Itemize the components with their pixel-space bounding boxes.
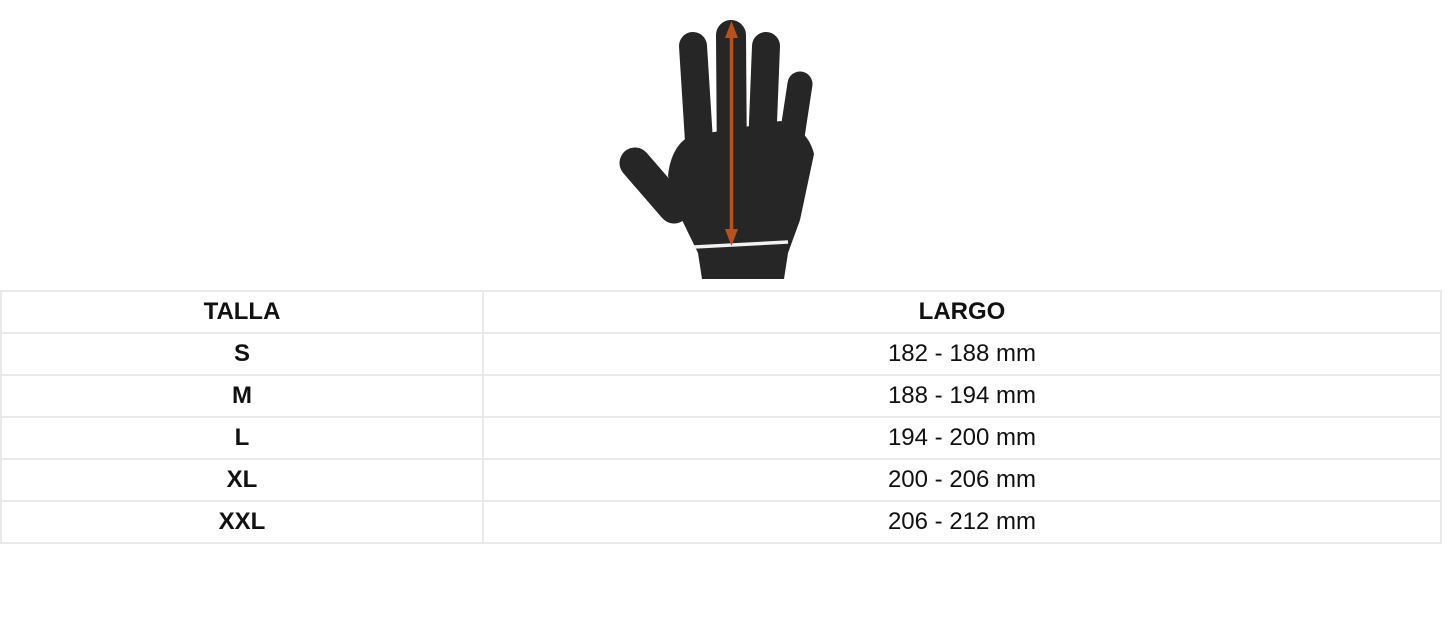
length-cell: 194 - 200 mm [482,416,1442,460]
size-row-s: S 182 - 188 mm [0,332,1442,376]
size-table: TALLA LARGO S 182 - 188 mm M 188 - 194 m… [0,290,1442,544]
cuff-line [693,240,789,249]
size-row-m: M 188 - 194 mm [0,374,1442,418]
size-cell: S [0,332,484,376]
size-table-header-row: TALLA LARGO [0,290,1442,334]
size-row-xxl: XXL 206 - 212 mm [0,500,1442,544]
length-cell: 206 - 212 mm [482,500,1442,544]
length-cell: 200 - 206 mm [482,458,1442,502]
size-row-xl: XL 200 - 206 mm [0,458,1442,502]
hand-measurement-figure [610,8,834,286]
size-row-l: L 194 - 200 mm [0,416,1442,460]
length-cell: 188 - 194 mm [482,374,1442,418]
length-cell: 182 - 188 mm [482,332,1442,376]
size-cell: L [0,416,484,460]
header-talla: TALLA [0,290,484,334]
glove-hand-icon [619,20,814,279]
size-cell: XL [0,458,484,502]
size-cell: XXL [0,500,484,544]
length-arrow-icon [725,21,738,246]
header-largo: LARGO [482,290,1442,334]
size-cell: M [0,374,484,418]
